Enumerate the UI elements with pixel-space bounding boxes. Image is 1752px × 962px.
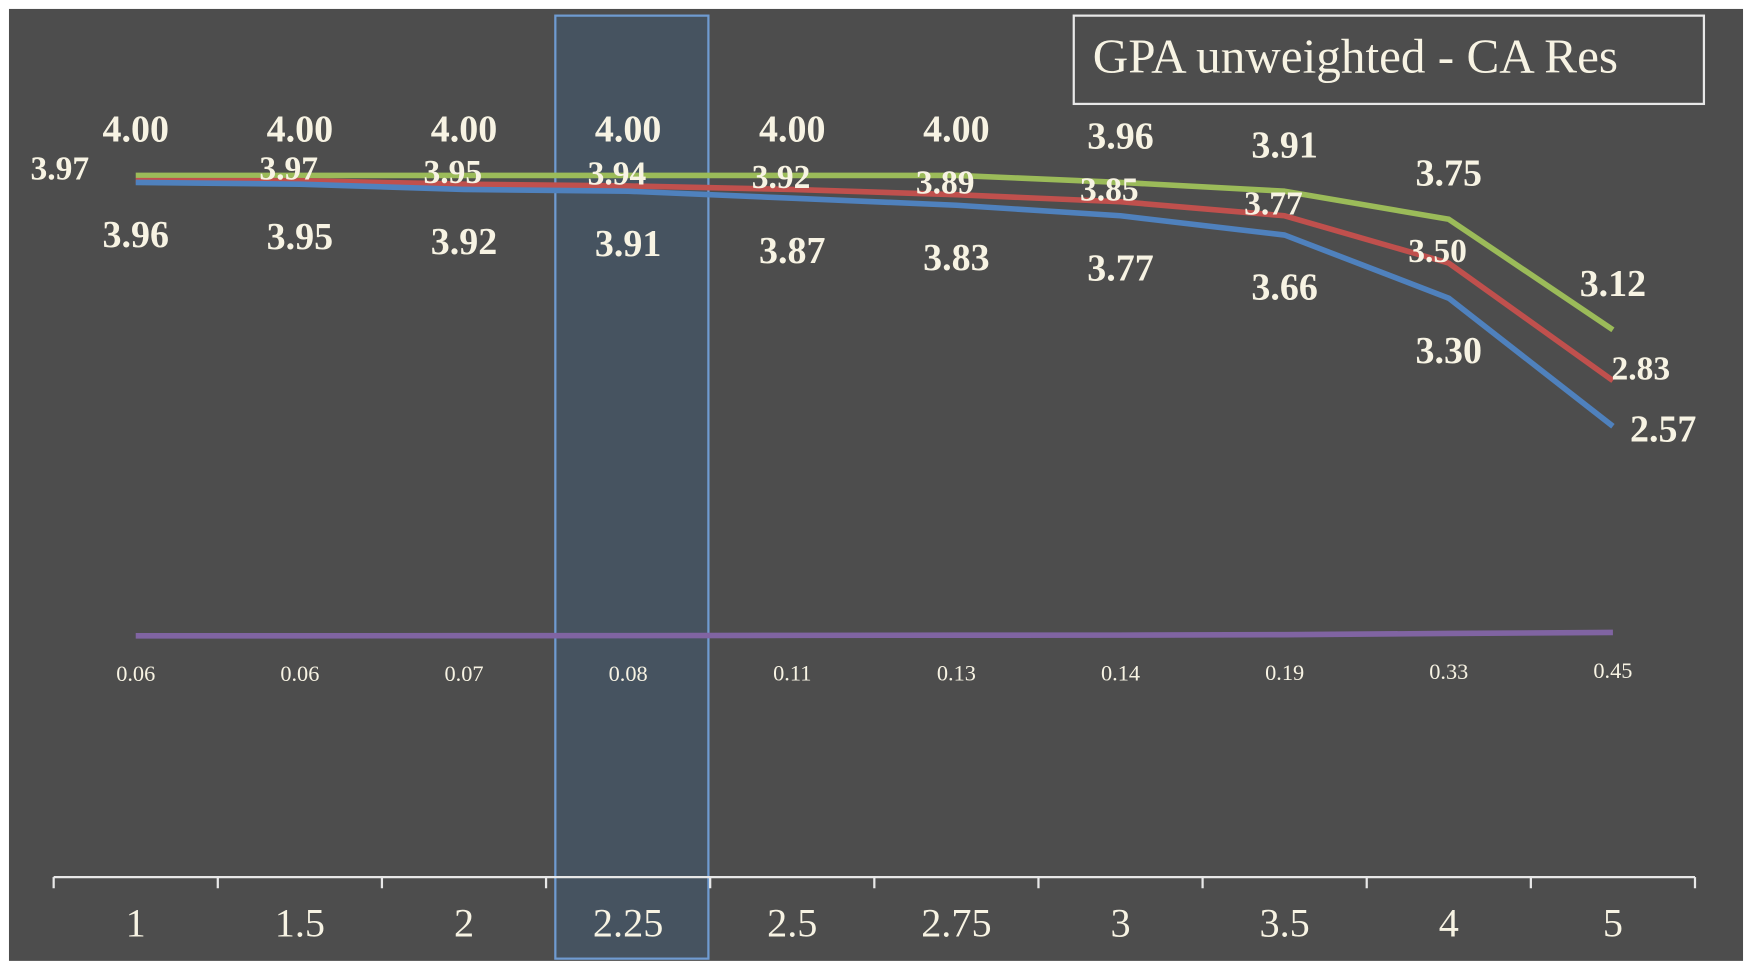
- data-label: 3.30: [1416, 330, 1482, 372]
- data-label: 4.00: [267, 109, 333, 151]
- x-tick-label: 1.5: [275, 901, 325, 946]
- data-label: 3.96: [103, 214, 169, 256]
- series-line: [135, 177, 1615, 383]
- data-label: 0.08: [609, 661, 648, 686]
- plot-background: [8, 8, 1744, 961]
- x-tick-label: 2.25: [593, 901, 663, 946]
- data-label: 2.83: [1612, 350, 1671, 387]
- data-label: 3.77: [1087, 247, 1153, 289]
- data-label: 3.83: [923, 237, 989, 279]
- title-box: [1072, 14, 1706, 106]
- data-label: 0.13: [937, 661, 976, 686]
- data-label: 3.91: [595, 223, 661, 265]
- data-label: 4.00: [759, 109, 825, 151]
- data-label: 3.92: [431, 221, 497, 263]
- data-label: 3.92: [752, 159, 811, 196]
- data-label: 3.77: [1244, 186, 1303, 223]
- data-label: 0.06: [280, 661, 319, 686]
- data-label: 3.95: [424, 154, 483, 191]
- data-label: 2.57: [1630, 409, 1696, 451]
- data-label: 4.00: [431, 109, 497, 151]
- x-tick-label: 2.5: [767, 901, 817, 946]
- data-label: 0.33: [1429, 659, 1468, 684]
- data-label: 4.00: [595, 109, 661, 151]
- data-label: 3.89: [916, 164, 975, 201]
- data-label: 3.94: [588, 156, 647, 193]
- data-label: 3.87: [759, 230, 825, 272]
- series-line: [135, 172, 1615, 333]
- x-tick-label: 2.75: [921, 901, 991, 946]
- data-label: 3.96: [1087, 116, 1153, 158]
- data-label: 0.45: [1593, 658, 1632, 683]
- x-tick-label: 5: [1603, 901, 1623, 946]
- data-label: 3.95: [267, 216, 333, 258]
- data-label: 4.00: [923, 109, 989, 151]
- x-tick-label: 4: [1439, 901, 1459, 946]
- data-label: 3.85: [1080, 171, 1139, 208]
- data-label: 3.50: [1408, 233, 1467, 270]
- series-line: [135, 179, 1615, 429]
- x-tick-label: 3: [1110, 901, 1130, 946]
- data-label: 3.75: [1416, 153, 1482, 195]
- chart-title: GPA unweighted - CA Res: [1093, 29, 1618, 84]
- data-label: 3.66: [1251, 267, 1317, 309]
- data-label: 3.97: [30, 150, 89, 187]
- x-tick-label: 2: [454, 901, 474, 946]
- data-label: 0.14: [1101, 660, 1140, 685]
- x-tick-label: 3.5: [1260, 901, 1310, 946]
- data-label: 3.12: [1580, 263, 1646, 305]
- data-label: 0.06: [116, 661, 155, 686]
- series-line: [135, 629, 1613, 639]
- data-label: 3.91: [1251, 124, 1317, 166]
- x-tick-label: 1: [126, 901, 146, 946]
- data-label: 0.19: [1265, 660, 1304, 685]
- data-label: 0.11: [773, 661, 811, 686]
- data-label: 4.00: [103, 109, 169, 151]
- data-label: 0.07: [444, 661, 483, 686]
